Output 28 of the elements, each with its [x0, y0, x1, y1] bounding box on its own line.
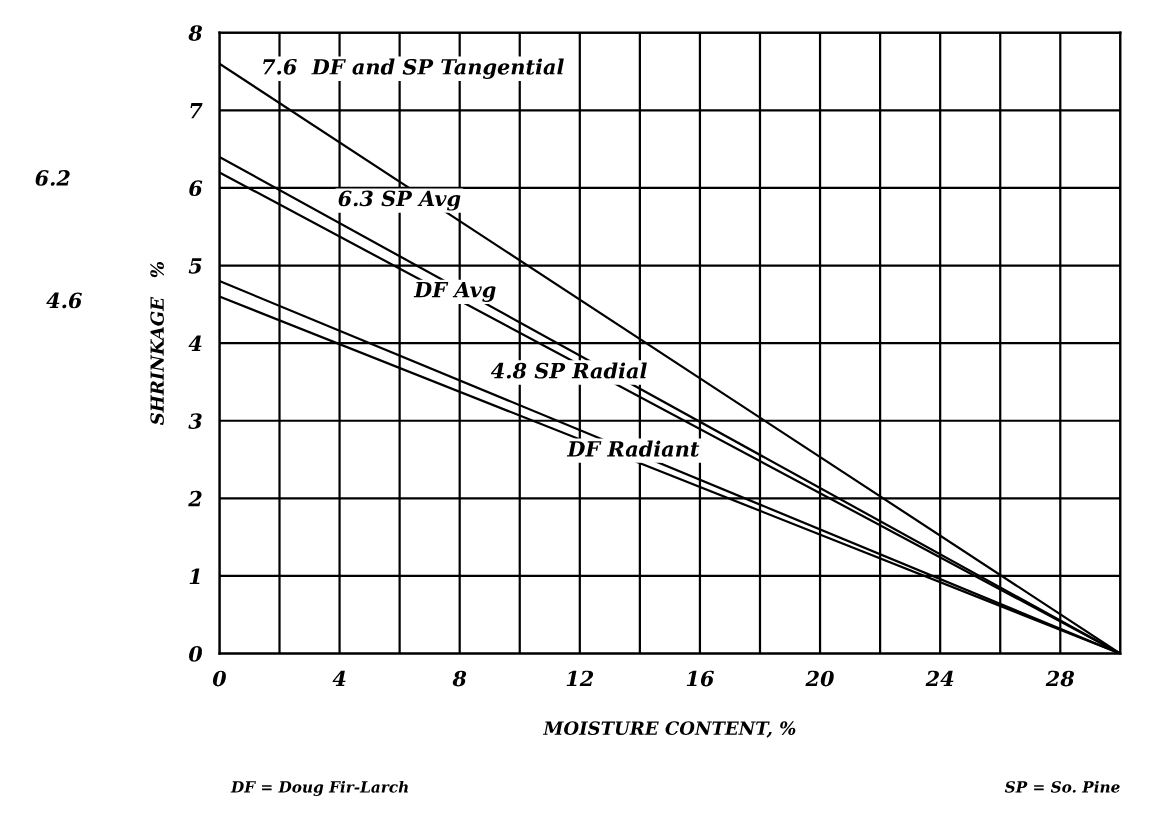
x-tick-label: 12	[566, 670, 594, 687]
y-tick-label: 8	[188, 25, 203, 41]
x-tick-label: 8	[452, 670, 467, 687]
y-tick-label: 0	[188, 646, 203, 662]
text: SP = So. Pine	[1004, 780, 1120, 793]
y-tick-label: 5	[188, 258, 202, 274]
y-tick-label: 2	[188, 490, 202, 507]
x-tick-label: 20	[805, 670, 834, 687]
y-tick-label: 4	[188, 335, 202, 352]
y-tick-label: 7	[190, 103, 203, 119]
series-label: DF Radiant	[566, 440, 700, 457]
x-axis-title: MOISTURE CONTENT, %	[542, 721, 796, 738]
text: DF = Doug Fir-Larch	[230, 780, 408, 796]
text: 6.2	[35, 170, 70, 186]
series-label: DF Avg	[413, 282, 496, 302]
y-axis-title: SHRINKAGE %	[150, 261, 164, 426]
x-tick-label: 16	[686, 670, 714, 687]
x-tick-label: 0	[212, 670, 226, 687]
text: 4.6	[46, 292, 82, 309]
series-label: 6.3 SP Avg	[338, 190, 461, 211]
x-tick-label: 24	[925, 670, 954, 687]
y-tick-label: 3	[188, 413, 202, 429]
y-tick-label: 6	[189, 180, 203, 197]
x-tick-label: 4	[332, 670, 346, 687]
y-tick-label: 1	[189, 568, 200, 584]
series-label: 7.6 DF and SP Tangential	[263, 58, 564, 79]
x-tick-label: 28	[1045, 670, 1075, 687]
series-label: 4.8 SP Radial	[490, 362, 647, 379]
